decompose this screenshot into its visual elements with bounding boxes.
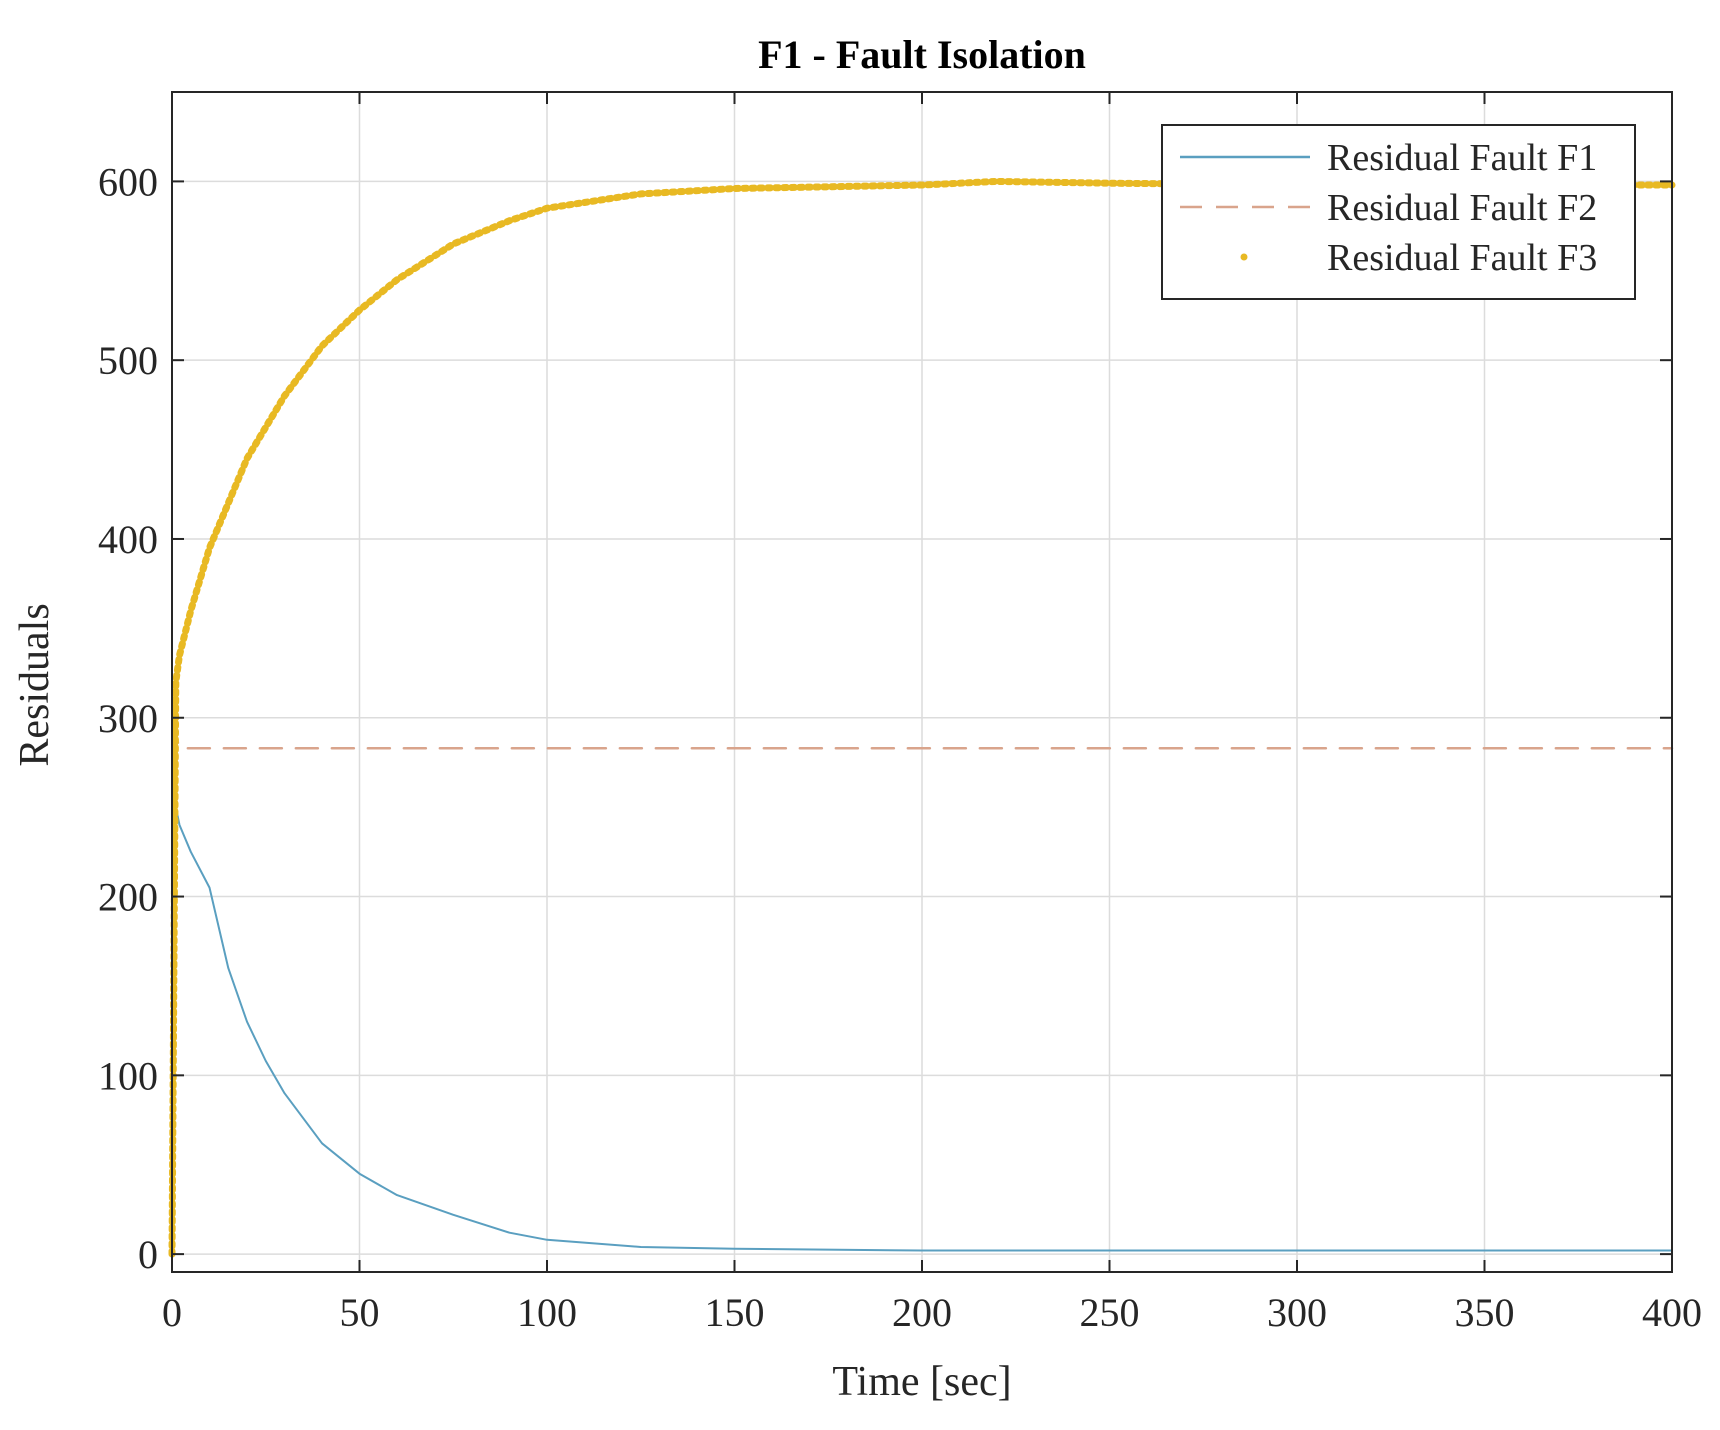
y-tick-label: 0 bbox=[138, 1232, 158, 1277]
x-tick-label: 200 bbox=[892, 1290, 952, 1335]
y-tick-label: 400 bbox=[98, 517, 158, 562]
series-line-3 bbox=[168, 177, 1676, 1258]
x-tick-label: 150 bbox=[705, 1290, 765, 1335]
y-tick-label: 300 bbox=[98, 696, 158, 741]
y-tick-label: 600 bbox=[98, 159, 158, 204]
y-tick-label: 200 bbox=[98, 875, 158, 920]
y-axis-title: Residuals bbox=[12, 603, 58, 766]
y-tick-label: 500 bbox=[98, 338, 158, 383]
tick-layer: 0 50 100 150 200 250 300 350 400 0 100 200 300 400 500… bbox=[98, 92, 1702, 1335]
chart-title: F1 - Fault Isolation bbox=[758, 32, 1086, 77]
y-tick-label: 100 bbox=[98, 1053, 158, 1098]
x-tick-label: 250 bbox=[1080, 1290, 1140, 1335]
x-axis-title: Time [sec] bbox=[832, 1359, 1011, 1405]
legend: Residual Fault F1 Residual Fault F2 Residu… bbox=[1161, 124, 1636, 300]
x-tick-label: 100 bbox=[517, 1290, 577, 1335]
x-tick-label: 50 bbox=[340, 1290, 380, 1335]
series-line-1 bbox=[171, 806, 1673, 1256]
x-tick-label: 300 bbox=[1267, 1290, 1327, 1335]
x-tick-label: 350 bbox=[1455, 1290, 1515, 1335]
legend-box bbox=[1161, 124, 1636, 300]
x-tick-label: 400 bbox=[1642, 1290, 1702, 1335]
x-tick-label: 0 bbox=[162, 1290, 182, 1335]
series-line-2 bbox=[170, 734, 1674, 1256]
legend-entries: Residual Fault F1 Residual Fault F2 Residu… bbox=[1180, 137, 1597, 279]
legend-label-1: Residual Fault F1 bbox=[1327, 137, 1597, 179]
series-layer bbox=[168, 177, 1676, 1258]
legend-label-2: Residual Fault F2 bbox=[1327, 187, 1597, 229]
legend-label-3: Residual Fault F3 bbox=[1327, 237, 1597, 279]
legend-swatch-3 bbox=[1240, 253, 1248, 261]
